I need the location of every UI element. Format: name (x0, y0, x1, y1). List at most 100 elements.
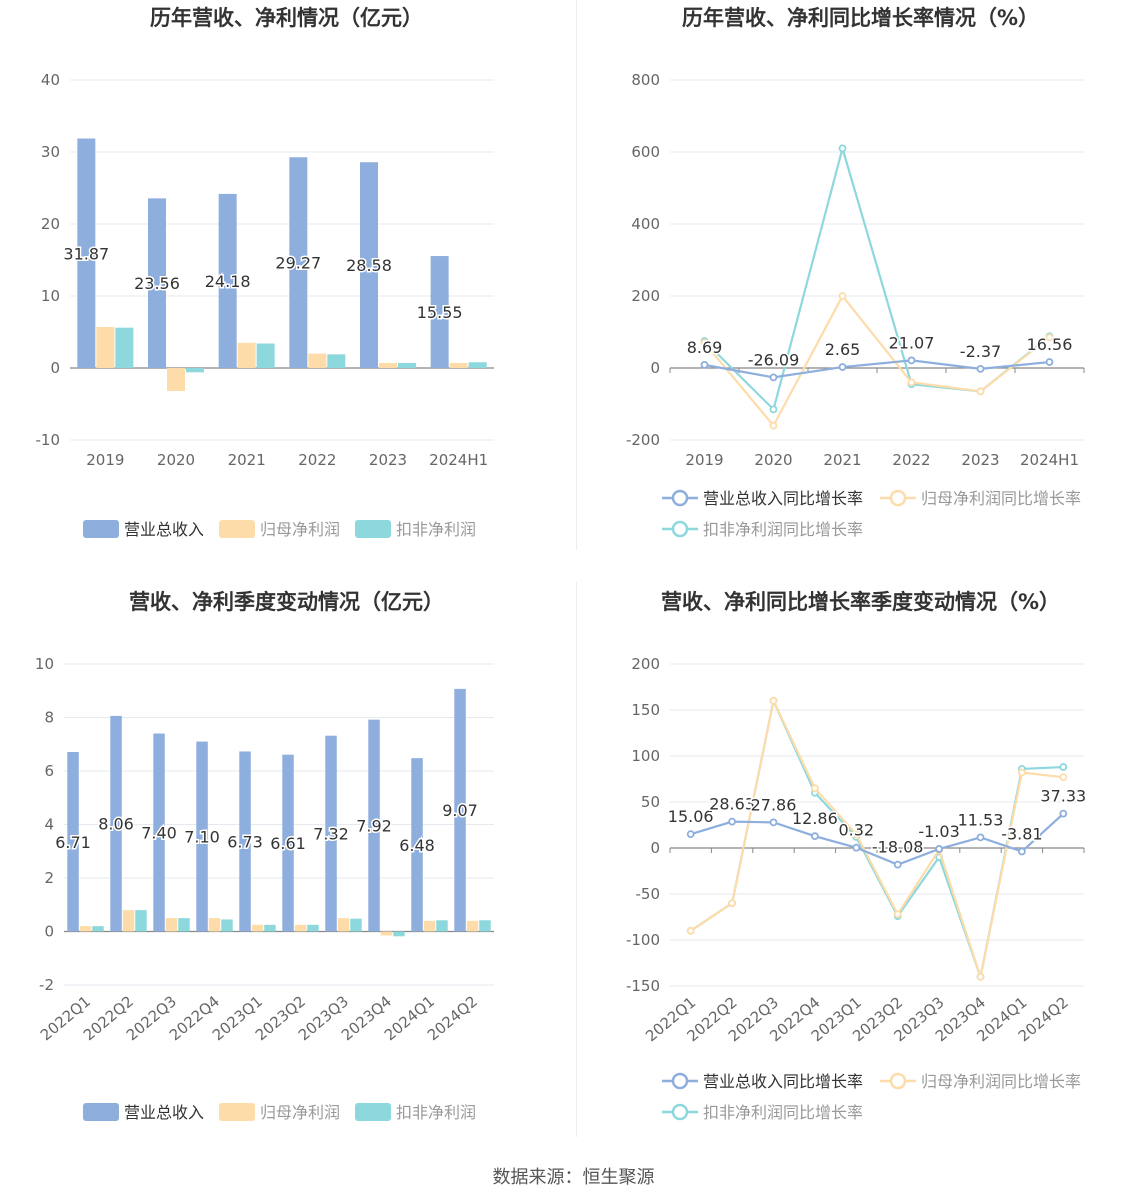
bar (289, 157, 308, 368)
x-tick-label: 2020 (754, 451, 792, 469)
y-tick-label: 100 (631, 747, 660, 765)
data-point (728, 817, 737, 826)
data-point (1059, 763, 1068, 771)
bar (67, 752, 79, 932)
legend-label: 归母净利润 (260, 520, 340, 539)
y-tick-label: 10 (41, 287, 60, 305)
data-point (838, 292, 847, 300)
data-label: 29.27 (275, 254, 321, 273)
bar (122, 910, 135, 932)
data-point (1017, 847, 1026, 856)
bar (337, 918, 350, 932)
bar (294, 924, 307, 932)
y-tick-label: 10 (35, 655, 54, 673)
data-label: -1.03 (918, 822, 959, 841)
data-label: 7.40 (141, 824, 177, 843)
legend-label: 扣非净利润 (396, 520, 476, 539)
bar (196, 741, 208, 932)
chart-title: 营收、净利季度变动情况（亿元） (129, 590, 444, 614)
x-tick-label: 2019 (685, 451, 723, 469)
bar (282, 754, 294, 932)
data-point (769, 818, 778, 827)
data-point (1059, 809, 1068, 818)
data-label: 28.63 (709, 795, 755, 814)
bar (218, 193, 237, 368)
legend-swatch (355, 1103, 391, 1121)
bar (468, 362, 487, 368)
data-point (838, 363, 847, 371)
data-point (935, 845, 944, 853)
data-point (976, 387, 985, 396)
data-label: 24.18 (205, 272, 251, 291)
bar (393, 931, 405, 937)
data-label: 15.06 (668, 807, 714, 826)
bar (135, 910, 147, 932)
y-tick-label: 0 (650, 359, 660, 377)
data-point (893, 910, 902, 919)
x-tick-label: 2020 (157, 451, 195, 469)
bar (479, 920, 491, 932)
bar (256, 343, 275, 368)
legend-swatch-marker (671, 1072, 689, 1090)
legend-label: 营业总收入同比增长率 (703, 489, 863, 508)
data-label: 7.32 (313, 825, 349, 844)
bar (430, 256, 449, 368)
bar (178, 918, 190, 932)
legend-label: 归母净利润 (260, 1103, 340, 1122)
y-tick-label: 50 (641, 793, 660, 811)
data-label: 2.65 (825, 340, 861, 359)
x-tick-label: 2023 (961, 451, 999, 469)
bar (307, 924, 319, 932)
legend-label: 营业总收入 (124, 1103, 204, 1122)
y-tick-label: 200 (631, 655, 660, 673)
data-point (1045, 358, 1054, 366)
bar (466, 920, 479, 932)
bar (411, 758, 423, 932)
data-label: 31.87 (63, 244, 109, 263)
data-point (852, 830, 861, 839)
data-point (976, 972, 985, 981)
panel-divider (576, 582, 577, 1137)
legend-label: 归母净利润同比增长率 (921, 489, 1081, 508)
y-tick-label: -200 (626, 431, 660, 449)
chart-title: 营收、净利同比增长率季度变动情况（%） (660, 590, 1061, 614)
bar (186, 368, 204, 373)
bar (96, 326, 115, 368)
data-point (838, 144, 847, 153)
bar (77, 138, 96, 368)
data-label: 16.56 (1027, 335, 1073, 354)
panel-annual-revenue-profit: 历年营收、净利情况（亿元） -10 0 10 20 30 40 2019 2020 2021 20… (0, 0, 573, 585)
legend-swatch-marker (889, 1072, 907, 1090)
quarterly-revenue-profit-chart: -202468102022Q12022Q22022Q32022Q42023Q12… (35, 655, 494, 1122)
chart-title: 历年营收、净利情况（亿元） (150, 6, 423, 30)
bar (239, 751, 251, 932)
data-point (769, 405, 778, 414)
data-point (976, 833, 985, 842)
legend-swatch (219, 1103, 255, 1121)
legend-label: 归母净利润同比增长率 (921, 1072, 1081, 1091)
bar (148, 198, 166, 368)
y-tick-label: 200 (631, 287, 660, 305)
y-tick-label: 0 (50, 359, 60, 377)
data-label: 27.86 (751, 795, 797, 814)
panel-quarterly-growth-rate: 营收、净利同比增长率季度变动情况（%） -150 -100 -50 0 50 100 150… (574, 584, 1147, 1169)
y-tick-label: 4 (44, 816, 54, 834)
bar (449, 362, 468, 368)
y-tick-label: -2 (39, 976, 54, 994)
y-tick-label: 40 (41, 71, 60, 89)
chart-title: 历年营收、净利同比增长率情况（%） (681, 6, 1040, 30)
data-label: 23.56 (134, 274, 180, 293)
data-label: 6.71 (55, 833, 91, 852)
y-tick-label: 150 (631, 701, 660, 719)
data-point (769, 421, 778, 430)
legend-swatch-marker (889, 489, 907, 507)
data-label: -3.81 (1001, 825, 1042, 844)
data-label: -2.37 (960, 342, 1001, 361)
x-tick-label: 2024H1 (1020, 451, 1079, 469)
y-tick-label: -10 (36, 431, 61, 449)
x-tick-label: 2021 (228, 451, 266, 469)
data-label: 37.33 (1040, 787, 1086, 806)
bar (327, 354, 346, 368)
y-tick-label: 600 (631, 143, 660, 161)
legend-label: 扣非净利润 (396, 1103, 476, 1122)
